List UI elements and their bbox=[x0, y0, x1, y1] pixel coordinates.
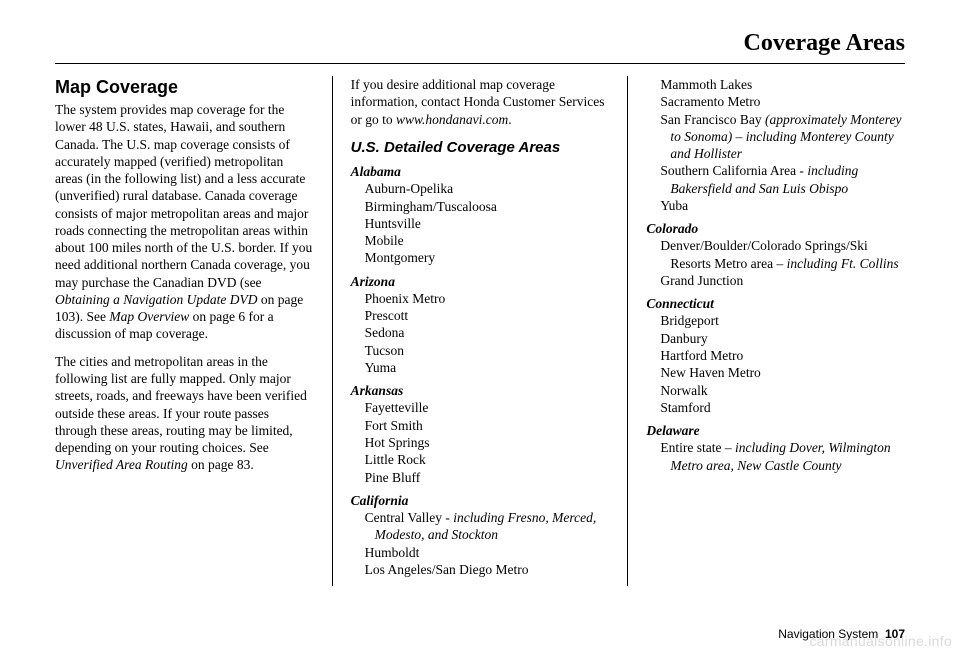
text: Entire state bbox=[660, 440, 724, 455]
cities-california-cont: Mammoth Lakes Sacramento Metro San Franc… bbox=[660, 76, 905, 214]
city: Grand Junction bbox=[660, 272, 905, 289]
cities-delaware: Entire state – including Dover, Wilmingt… bbox=[660, 439, 905, 474]
text-italic: – including Ft. Collins bbox=[776, 256, 898, 271]
text: Central Valley - bbox=[365, 510, 454, 525]
state-arkansas: Arkansas bbox=[351, 382, 610, 399]
city: Los Angeles/San Diego Metro bbox=[365, 561, 610, 578]
column-3: Mammoth Lakes Sacramento Metro San Franc… bbox=[634, 76, 905, 586]
city: Auburn-Opelika bbox=[365, 180, 610, 197]
city: Huntsville bbox=[365, 215, 610, 232]
page-title: Coverage Areas bbox=[55, 30, 905, 57]
para-map-coverage-2: The cities and metropolitan areas in the… bbox=[55, 353, 314, 474]
para-intro: If you desire additional map coverage in… bbox=[351, 76, 610, 128]
state-colorado: Colorado bbox=[646, 220, 905, 237]
city: Hot Springs bbox=[365, 434, 610, 451]
text: on page 83. bbox=[188, 457, 254, 472]
state-california: California bbox=[351, 492, 610, 509]
city: Denver/Boulder/Colorado Springs/Ski Reso… bbox=[660, 237, 905, 272]
city: Little Rock bbox=[365, 451, 610, 468]
para-map-coverage-1: The system provides map coverage for the… bbox=[55, 101, 314, 343]
city: Humboldt bbox=[365, 544, 610, 561]
city: Birmingham/Tuscaloosa bbox=[365, 198, 610, 215]
cities-colorado: Denver/Boulder/Colorado Springs/Ski Reso… bbox=[660, 237, 905, 289]
column-1: Map Coverage The system provides map cov… bbox=[55, 76, 326, 586]
column-divider bbox=[627, 76, 628, 586]
city: Stamford bbox=[660, 399, 905, 416]
city: Fort Smith bbox=[365, 417, 610, 434]
text: The cities and metropolitan areas in the… bbox=[55, 354, 307, 455]
city: Prescott bbox=[365, 307, 610, 324]
text-italic: Map Overview bbox=[109, 309, 189, 324]
city: Sacramento Metro bbox=[660, 93, 905, 110]
city: Yuma bbox=[365, 359, 610, 376]
cities-connecticut: Bridgeport Danbury Hartford Metro New Ha… bbox=[660, 312, 905, 416]
city: Pine Bluff bbox=[365, 469, 610, 486]
text-italic: Obtaining a Navigation Update DVD bbox=[55, 292, 258, 307]
header-rule bbox=[55, 63, 905, 64]
city: Sedona bbox=[365, 324, 610, 341]
city: Mobile bbox=[365, 232, 610, 249]
text-italic: www.hondanavi.com bbox=[396, 112, 508, 127]
city: Hartford Metro bbox=[660, 347, 905, 364]
city: Norwalk bbox=[660, 382, 905, 399]
cities-alabama: Auburn-Opelika Birmingham/Tuscaloosa Hun… bbox=[365, 180, 610, 266]
column-2: If you desire additional map coverage in… bbox=[339, 76, 622, 586]
subheading-us-detailed: U.S. Detailed Coverage Areas bbox=[351, 138, 610, 157]
section-heading-map-coverage: Map Coverage bbox=[55, 76, 314, 99]
city: Southern California Area - including Bak… bbox=[660, 162, 905, 197]
page: Coverage Areas Map Coverage The system p… bbox=[0, 0, 960, 616]
watermark: carmanualsonline.info bbox=[810, 633, 953, 649]
state-connecticut: Connecticut bbox=[646, 295, 905, 312]
city: Montgomery bbox=[365, 249, 610, 266]
city: Entire state – including Dover, Wilmingt… bbox=[660, 439, 905, 474]
text: The system provides map coverage for the… bbox=[55, 102, 312, 290]
cities-arkansas: Fayetteville Fort Smith Hot Springs Litt… bbox=[365, 399, 610, 485]
text: Southern California Area - bbox=[660, 163, 807, 178]
city: Central Valley - including Fresno, Merce… bbox=[365, 509, 610, 544]
columns: Map Coverage The system provides map cov… bbox=[55, 76, 905, 586]
city: Mammoth Lakes bbox=[660, 76, 905, 93]
city: Fayetteville bbox=[365, 399, 610, 416]
cities-california: Central Valley - including Fresno, Merce… bbox=[365, 509, 610, 578]
city: Bridgeport bbox=[660, 312, 905, 329]
city: Danbury bbox=[660, 330, 905, 347]
city: New Haven Metro bbox=[660, 364, 905, 381]
state-alabama: Alabama bbox=[351, 163, 610, 180]
state-arizona: Arizona bbox=[351, 273, 610, 290]
state-delaware: Delaware bbox=[646, 422, 905, 439]
city: Yuba bbox=[660, 197, 905, 214]
text: San Francisco Bay bbox=[660, 112, 765, 127]
cities-arizona: Phoenix Metro Prescott Sedona Tucson Yum… bbox=[365, 290, 610, 376]
text: . bbox=[508, 112, 511, 127]
city: Phoenix Metro bbox=[365, 290, 610, 307]
city: Tucson bbox=[365, 342, 610, 359]
text-italic: Unverified Area Routing bbox=[55, 457, 188, 472]
city: San Francisco Bay (approximately Montere… bbox=[660, 111, 905, 163]
column-divider bbox=[332, 76, 333, 586]
